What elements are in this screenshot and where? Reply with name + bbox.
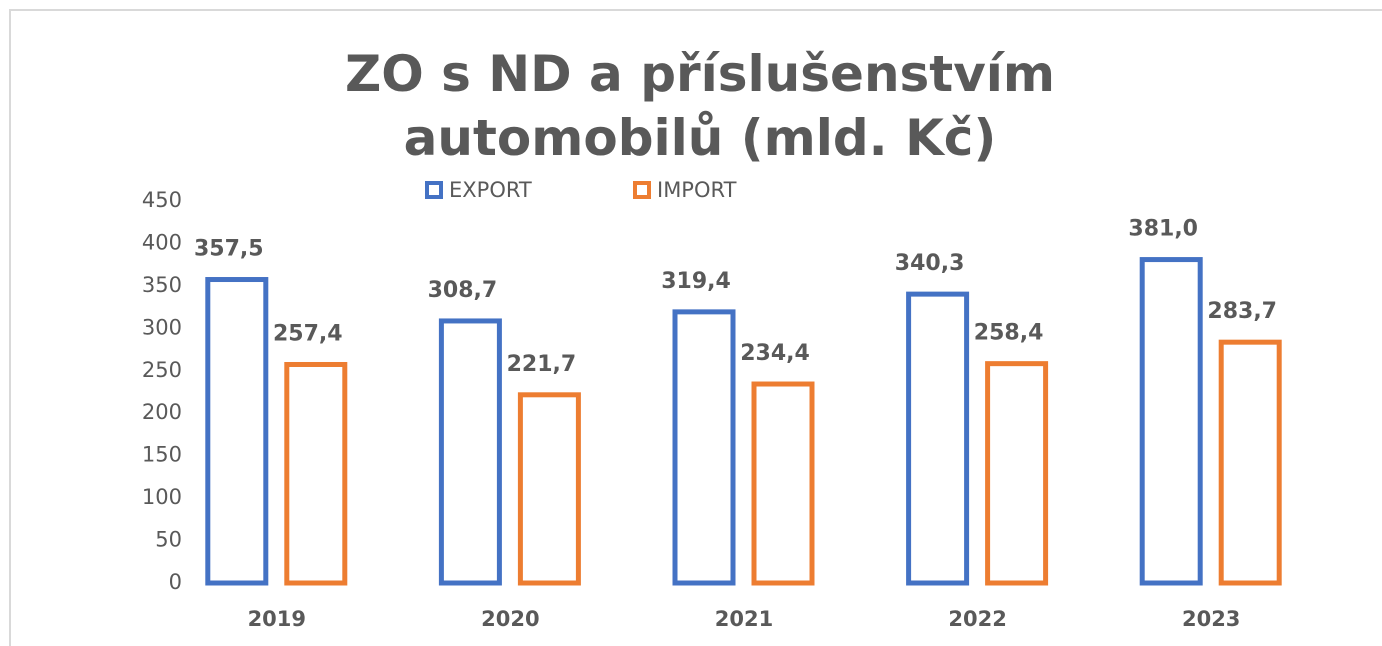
data-label: 319,4 [661, 269, 731, 294]
bar [985, 361, 1049, 586]
legend-label: IMPORT [657, 178, 737, 202]
data-label: 221,7 [507, 352, 577, 377]
bar [751, 381, 815, 586]
x-tick-label: 2020 [481, 607, 539, 631]
y-tick-label: 450 [142, 188, 182, 212]
data-label: 308,7 [428, 278, 498, 303]
y-tick-label: 50 [155, 528, 182, 552]
y-tick-label: 150 [142, 443, 182, 467]
chart-frame [9, 9, 1382, 646]
bar [1139, 257, 1203, 586]
x-tick-label: 2023 [1182, 607, 1240, 631]
y-tick-label: 100 [142, 485, 182, 509]
data-label: 381,0 [1128, 217, 1198, 242]
bar [517, 392, 581, 586]
y-tick-label: 350 [142, 273, 182, 297]
bar [1218, 339, 1282, 586]
x-tick-label: 2019 [248, 607, 306, 631]
bar [438, 318, 502, 586]
chart-title: ZO s ND a příslušenstvím automobilů (mld… [344, 45, 1056, 167]
legend-swatch [425, 181, 443, 199]
bar [672, 309, 736, 586]
legend-swatch [633, 181, 651, 199]
x-tick-label: 2022 [948, 607, 1006, 631]
data-label: 258,4 [974, 321, 1044, 346]
y-tick-label: 250 [142, 358, 182, 382]
data-label: 357,5 [194, 237, 264, 262]
legend-label: EXPORT [449, 178, 532, 202]
y-tick-label: 400 [142, 230, 182, 254]
data-label: 340,3 [895, 251, 965, 276]
x-tick-label: 2021 [715, 607, 773, 631]
y-tick-label: 0 [169, 570, 182, 594]
bar [284, 361, 348, 586]
data-label: 257,4 [273, 321, 343, 346]
y-tick-label: 300 [142, 315, 182, 339]
y-tick-label: 200 [142, 400, 182, 424]
data-label: 234,4 [740, 341, 810, 366]
bar [906, 291, 970, 586]
data-label: 283,7 [1207, 299, 1277, 324]
bar [205, 277, 269, 586]
